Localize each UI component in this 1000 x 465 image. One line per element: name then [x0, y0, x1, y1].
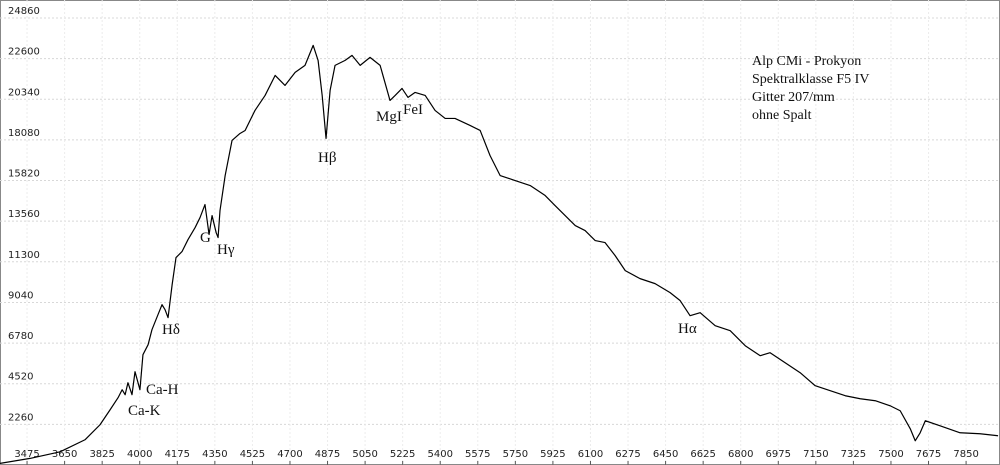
annotation: FeI	[403, 102, 423, 118]
x-tick-label: 6450	[653, 449, 678, 460]
annotation: Hγ	[217, 242, 235, 258]
x-tick-label: 3650	[52, 449, 77, 460]
x-tick-label: 4700	[277, 449, 302, 460]
y-tick-label: 22600	[8, 47, 40, 58]
x-tick-label: 4000	[127, 449, 152, 460]
x-tick-label: 7500	[878, 449, 903, 460]
legend-text: Alp CMi - Prokyon	[752, 54, 861, 69]
x-tick-label: 7325	[841, 449, 866, 460]
x-tick-label: 6975	[766, 449, 791, 460]
annotation: Hδ	[162, 322, 180, 338]
x-tick-label: 7850	[953, 449, 978, 460]
x-tick-label: 6100	[578, 449, 603, 460]
legend-text: ohne Spalt	[752, 108, 812, 123]
annotation: Hα	[678, 321, 697, 337]
x-tick-label: 4175	[165, 449, 190, 460]
annotation: Ca-K	[128, 403, 161, 419]
y-tick-label: 20340	[8, 87, 40, 98]
y-tick-label: 9040	[8, 290, 33, 301]
x-tick-label: 3475	[14, 449, 39, 460]
x-tick-label: 7150	[803, 449, 828, 460]
legend-text: Gitter 207/mm	[752, 90, 835, 105]
y-tick-label: 24860	[8, 6, 40, 17]
x-tick-label: 5050	[352, 449, 377, 460]
x-tick-label: 4350	[202, 449, 227, 460]
annotation: Hβ	[318, 150, 336, 166]
y-tick-label: 4520	[8, 372, 33, 383]
x-tick-label: 5925	[540, 449, 565, 460]
x-tick-label: 7675	[916, 449, 941, 460]
x-tick-label: 4525	[240, 449, 265, 460]
spectrum-line	[0, 44, 999, 464]
annotation: Ca-H	[146, 382, 179, 398]
x-tick-label: 3825	[89, 449, 114, 460]
x-tick-label: 6800	[728, 449, 753, 460]
y-tick-label: 6780	[8, 331, 33, 342]
y-tick-label: 13560	[8, 209, 40, 220]
legend-text: Spektralklasse F5 IV	[752, 72, 869, 87]
annotation: MgI	[376, 109, 402, 125]
x-tick-label: 5750	[503, 449, 528, 460]
x-tick-label: 5575	[465, 449, 490, 460]
x-tick-label: 4875	[315, 449, 340, 460]
x-tick-label: 5225	[390, 449, 415, 460]
x-tick-label: 6275	[615, 449, 640, 460]
y-tick-label: 2260	[8, 412, 33, 423]
y-tick-label: 18080	[8, 128, 40, 139]
x-tick-label: 5400	[427, 449, 452, 460]
annotation: G	[200, 230, 211, 246]
y-tick-label: 11300	[8, 250, 40, 261]
y-tick-label: 15820	[8, 169, 40, 180]
x-tick-label: 6625	[690, 449, 715, 460]
